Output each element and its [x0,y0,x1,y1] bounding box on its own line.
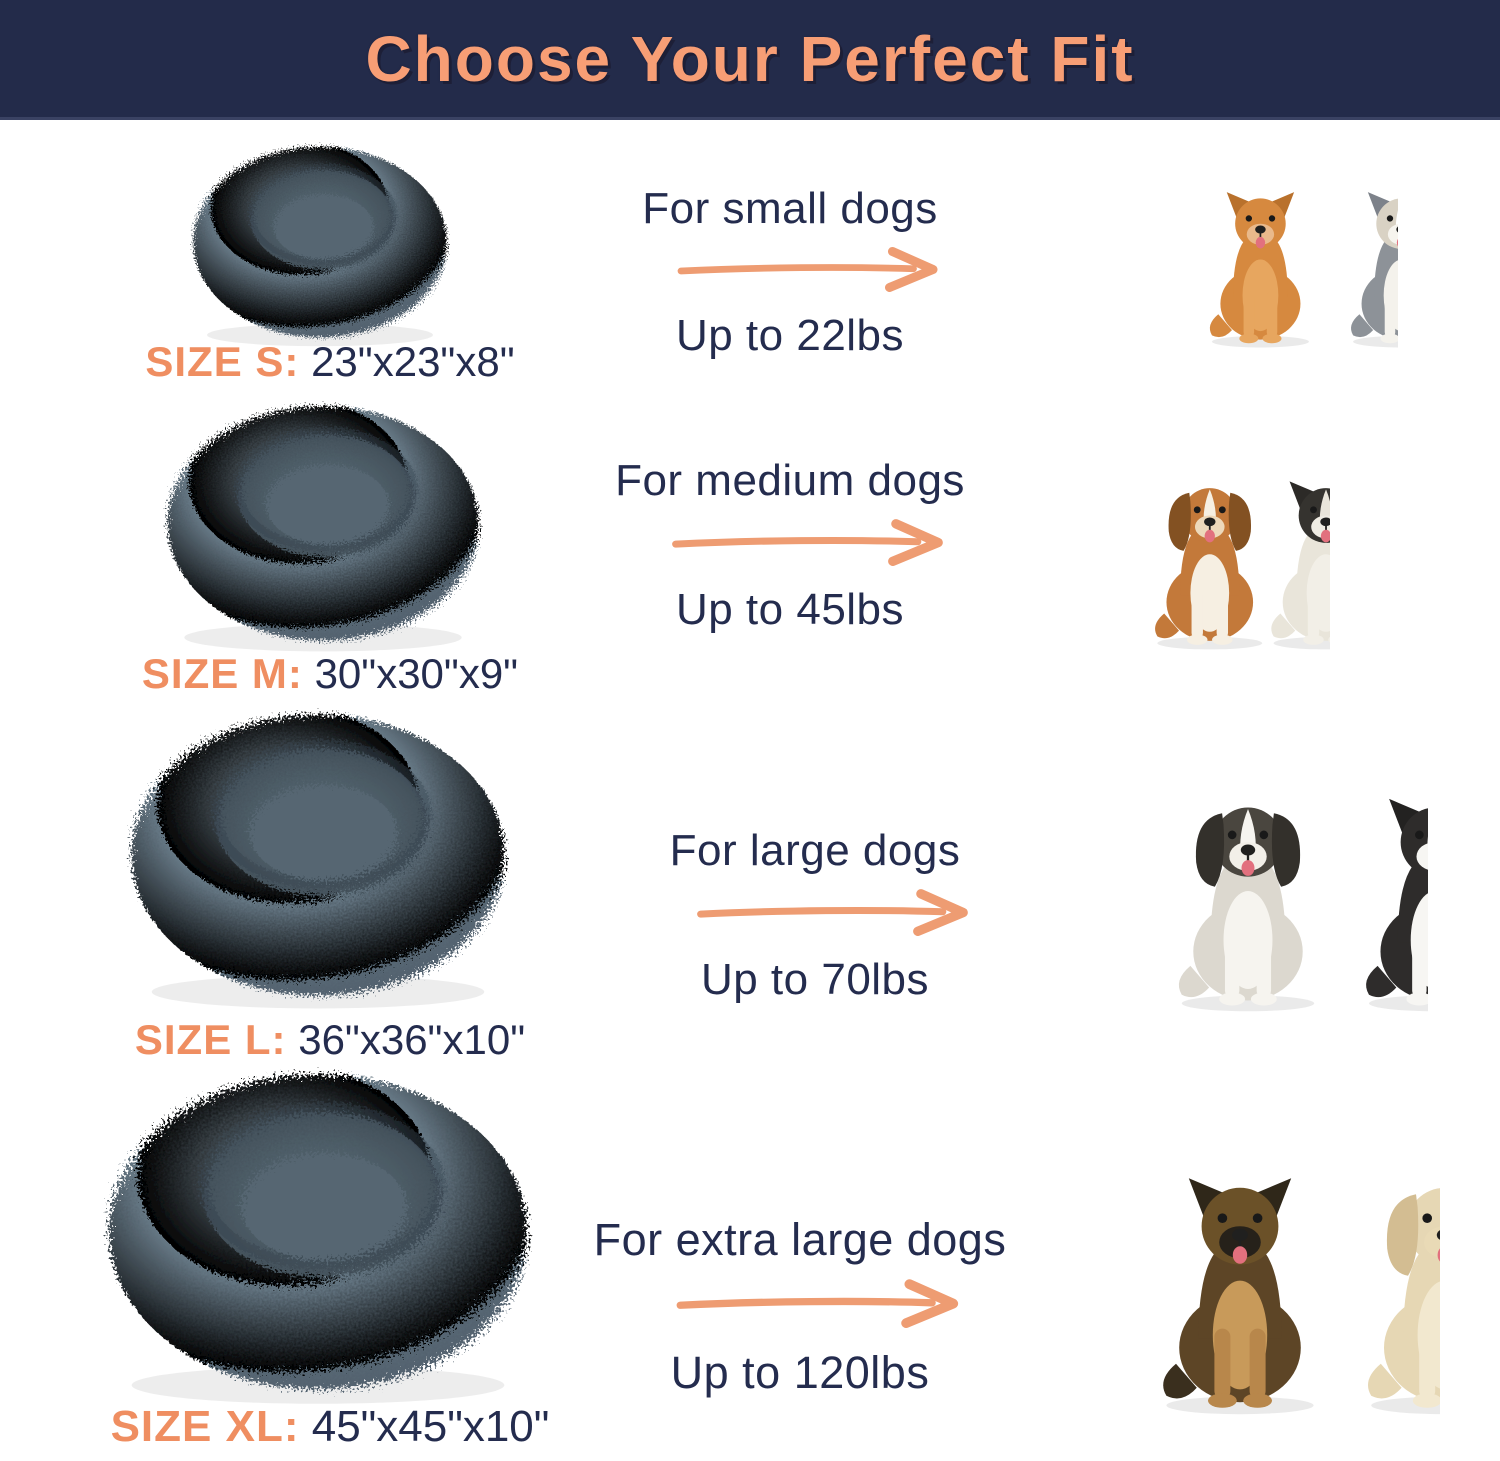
donut-bed-large-image [98,700,538,1014]
weight-text: Up to 70lbs [700,955,930,1004]
size-xl-label-prefix: SIZE XL: [110,1402,300,1451]
size-m-label: SIZE M: 30"x30"x9" [40,650,620,698]
size-l-dimensions: 36"x36"x10" [298,1016,526,1063]
size-l-label-prefix: SIZE L: [134,1016,287,1063]
donut-bed-small-image [182,136,458,350]
right-arrow-icon [660,886,1010,947]
size-m-fit-info: For medium dogs Up to 45lbs [570,456,1010,635]
extra-large-dogs-image [1040,1040,1440,1415]
right-arrow-icon [645,1276,995,1339]
fit-text: For medium dogs [615,456,965,505]
header-banner: Choose Your Perfect Fit [0,0,1500,120]
size-s-dimensions: 23"x23"x8" [311,338,515,385]
size-s-fit-info: For small dogs Up to 22lbs [570,184,1010,361]
right-arrow-icon [620,516,1000,577]
size-xl-fit-info: For extra large dogs Up to 120lbs [580,1214,1020,1399]
size-s-label: SIZE S: 23"x23"x8" [40,338,620,386]
size-l-fit-info: For large dogs Up to 70lbs [600,826,1030,1005]
weight-text: Up to 22lbs [675,311,905,360]
fit-text: For small dogs [642,184,938,233]
large-dogs-image [1068,722,1428,1012]
fit-text: For large dogs [669,826,961,875]
weight-text: Up to 45lbs [675,585,905,634]
donut-bed-medium-image [148,394,498,656]
size-m-dimensions: 30"x30"x9" [314,650,519,697]
size-l-label: SIZE L: 36"x36"x10" [40,1016,620,1064]
weight-text: Up to 120lbs [670,1347,930,1398]
small-dogs-image [1106,190,1398,348]
fit-text: For extra large dogs [593,1214,1007,1265]
medium-dogs-image [1085,438,1330,650]
donut-bed-extra-large-image [90,1058,546,1410]
right-arrow-icon [650,244,970,303]
size-xl-label: SIZE XL: 45"x45"x10" [40,1402,620,1452]
size-m-label-prefix: SIZE M: [141,650,303,697]
size-xl-dimensions: 45"x45"x10" [311,1402,550,1451]
size-s-label-prefix: SIZE S: [145,338,300,385]
page-title: Choose Your Perfect Fit [365,22,1135,95]
